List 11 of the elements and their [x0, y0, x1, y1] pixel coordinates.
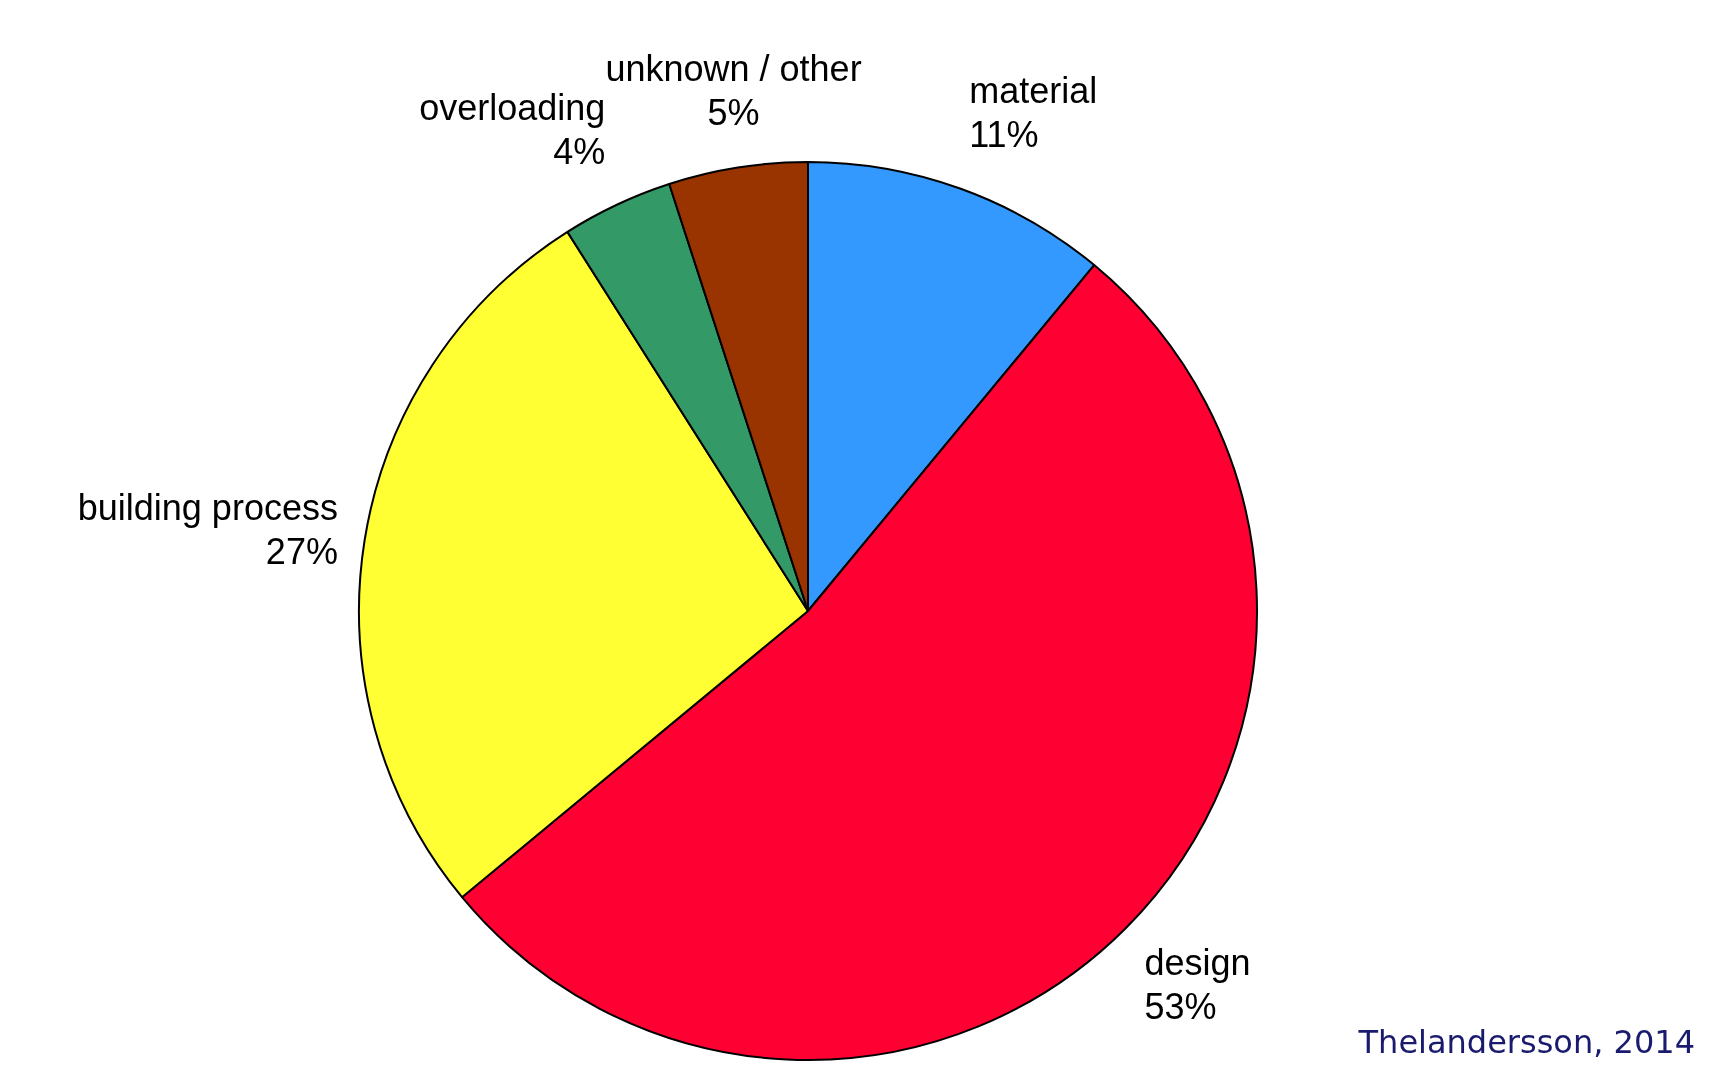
data-label: 5%: [707, 91, 760, 133]
slice-label: material: [969, 70, 1098, 112]
data-label: 11%: [969, 114, 1039, 156]
text: Thelandersson, 2014: [1357, 1023, 1695, 1062]
slice-label: building process: [77, 487, 338, 529]
data-label: 27%: [265, 531, 338, 573]
slice-label: design: [1144, 942, 1251, 984]
slice-label: overloading: [419, 87, 606, 129]
slice-label: unknown / other: [605, 47, 862, 89]
data-label: 4%: [553, 131, 606, 173]
data-label: 53%: [1144, 986, 1217, 1028]
